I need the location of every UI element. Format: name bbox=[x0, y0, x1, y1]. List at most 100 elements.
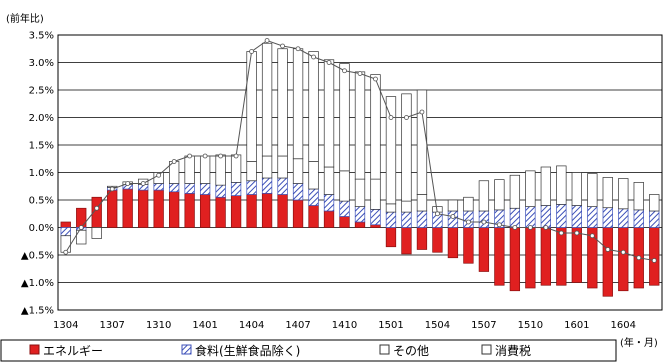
line-point bbox=[264, 38, 270, 43]
bar-segment bbox=[138, 189, 149, 228]
x-tick-label: 1510 bbox=[518, 320, 543, 331]
bar-segment bbox=[463, 210, 474, 228]
legend-label: 食料(生鮮食品除く) bbox=[195, 343, 300, 358]
bar-segment bbox=[509, 174, 521, 209]
line-point bbox=[311, 54, 316, 60]
y-unit-label: (前年比) bbox=[6, 12, 44, 25]
line-point bbox=[202, 153, 208, 159]
y-tick-label: 3.5% bbox=[29, 31, 54, 42]
line-point bbox=[342, 68, 347, 74]
bar-segment bbox=[571, 227, 582, 283]
line-point bbox=[249, 49, 254, 54]
legend-label: エネルギー bbox=[43, 344, 103, 358]
x-tick-label: 1604 bbox=[611, 320, 636, 331]
legend-swatch bbox=[379, 344, 390, 355]
bar-segment bbox=[76, 207, 87, 228]
y-tick-label: 3.0% bbox=[29, 58, 54, 69]
bar-segment bbox=[246, 194, 257, 228]
bar-segment bbox=[153, 189, 164, 228]
bar-segment bbox=[169, 191, 180, 228]
line-point bbox=[496, 222, 502, 228]
bar-segment bbox=[215, 154, 226, 186]
bar-segment bbox=[509, 227, 521, 292]
line-point bbox=[466, 219, 471, 225]
bar-segment bbox=[509, 207, 521, 228]
bar-segment bbox=[587, 173, 598, 207]
bar-segment bbox=[401, 211, 412, 228]
bar-segment bbox=[602, 177, 613, 209]
line-point bbox=[187, 153, 193, 159]
bar-segment bbox=[169, 183, 180, 193]
line-point bbox=[78, 225, 84, 230]
bar-segment bbox=[370, 224, 381, 228]
stacked-bars bbox=[60, 42, 660, 297]
bar-segment bbox=[633, 182, 644, 211]
bar-segment bbox=[339, 170, 350, 202]
legend-swatch bbox=[481, 344, 492, 355]
bar-segment bbox=[76, 229, 87, 245]
bar-segment bbox=[385, 96, 397, 205]
bar-segment bbox=[602, 207, 613, 228]
bar-segment bbox=[571, 172, 582, 206]
bar-segment bbox=[416, 89, 428, 195]
legend-swatch bbox=[181, 344, 192, 355]
bar-segment bbox=[494, 179, 505, 211]
bar-segment bbox=[292, 183, 304, 201]
y-tick-label: ▲0.5% bbox=[21, 251, 54, 262]
bar-segment bbox=[91, 227, 102, 239]
bar-segment bbox=[184, 193, 195, 228]
bar-segment bbox=[153, 183, 164, 191]
bar-segment bbox=[463, 227, 474, 264]
line-point bbox=[543, 225, 549, 230]
bar-segment bbox=[261, 155, 273, 179]
bar-segment bbox=[323, 59, 335, 168]
line-point bbox=[218, 153, 224, 159]
bar-segment bbox=[478, 180, 490, 212]
bar-segment bbox=[385, 227, 397, 248]
x-tick-label: 1407 bbox=[285, 320, 310, 331]
bar-segment bbox=[540, 227, 551, 286]
bar-segment bbox=[277, 155, 288, 179]
bar-segment bbox=[525, 227, 536, 289]
bar-segment bbox=[649, 194, 660, 212]
line-point bbox=[171, 159, 177, 164]
bar-segment bbox=[60, 221, 71, 228]
line-point bbox=[109, 186, 115, 192]
bar-segment bbox=[602, 227, 613, 297]
bar-segment bbox=[308, 205, 319, 228]
bar-segment bbox=[525, 206, 536, 228]
bar-segment bbox=[184, 183, 195, 194]
bar-segment bbox=[401, 200, 412, 213]
bar-segment bbox=[122, 188, 133, 228]
bar-segment bbox=[416, 210, 428, 228]
bar-segment bbox=[354, 71, 366, 180]
bar-segment bbox=[308, 51, 319, 162]
x-tick-label: 1310 bbox=[146, 320, 171, 331]
bar-segment bbox=[339, 200, 350, 217]
line-point bbox=[140, 181, 146, 186]
line-point bbox=[125, 181, 131, 186]
x-tick-label: 1501 bbox=[378, 320, 403, 331]
line-point bbox=[512, 225, 518, 230]
bar-segment bbox=[633, 209, 644, 228]
y-tick-label: 0.5% bbox=[29, 196, 54, 207]
bar-segment bbox=[416, 227, 428, 250]
bar-segment bbox=[323, 194, 335, 212]
y-tick-label: 1.0% bbox=[29, 168, 54, 179]
bar-segment bbox=[556, 227, 567, 286]
bar-segment bbox=[447, 210, 459, 228]
y-tick-label: ▲1.0% bbox=[21, 278, 54, 289]
legend-swatch bbox=[29, 344, 40, 355]
line-point bbox=[280, 43, 285, 49]
y-axis-ticks: 3.5% 3.0% 2.5% 2.0% 1.5% 1.0% 0.5% 0.0% ▲0.5% ▲1.… bbox=[21, 31, 54, 317]
bar-segment bbox=[308, 161, 319, 190]
line-point bbox=[450, 214, 456, 219]
y-tick-label: 0.0% bbox=[29, 223, 54, 234]
line-point bbox=[589, 233, 595, 239]
bar-segment bbox=[230, 154, 242, 183]
legend: エネルギー 食料(生鮮食品除く) その他 消費税 bbox=[29, 343, 531, 358]
bar-segment bbox=[60, 235, 71, 253]
bar-segment bbox=[339, 63, 350, 172]
bar-segment bbox=[246, 51, 257, 162]
